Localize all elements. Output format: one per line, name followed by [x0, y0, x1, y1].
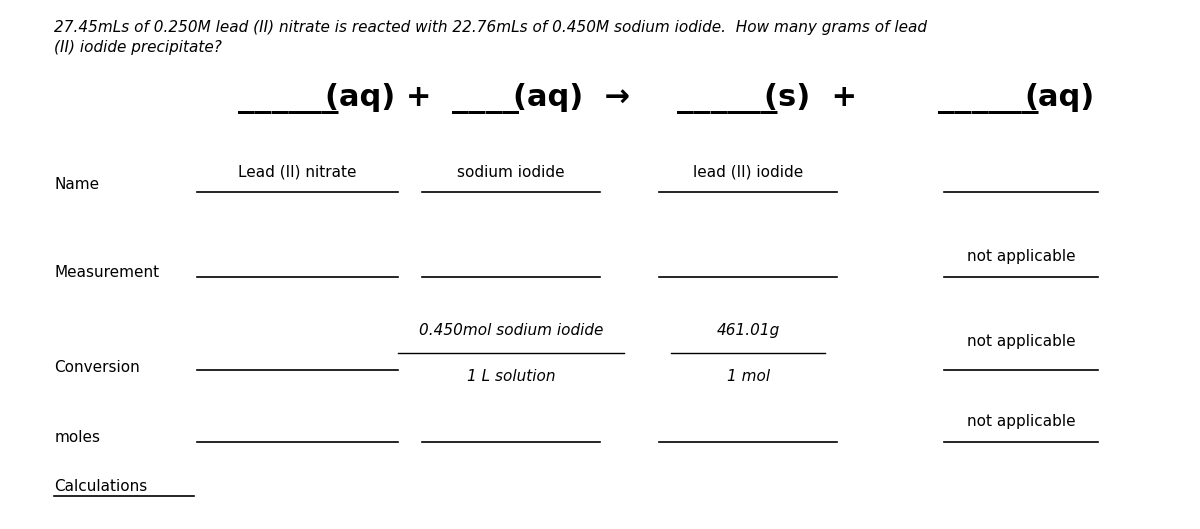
Text: ____: ____ [451, 80, 518, 114]
Text: not applicable: not applicable [967, 414, 1075, 430]
Text: Name: Name [54, 177, 100, 192]
Text: Conversion: Conversion [54, 360, 140, 375]
Text: not applicable: not applicable [967, 250, 1075, 264]
Text: (s)  +: (s) + [763, 83, 857, 112]
Text: moles: moles [54, 430, 101, 444]
Text: (aq)  →: (aq) → [514, 83, 630, 112]
Text: (aq): (aq) [1025, 83, 1094, 112]
Text: sodium iodide: sodium iodide [457, 165, 565, 179]
Text: Calculations: Calculations [54, 479, 148, 494]
Text: 0.450mol sodium iodide: 0.450mol sodium iodide [419, 323, 604, 338]
Text: ______: ______ [938, 80, 1038, 114]
Text: (aq) +: (aq) + [325, 83, 431, 112]
Text: Measurement: Measurement [54, 264, 160, 280]
Text: lead (II) iodide: lead (II) iodide [694, 165, 803, 179]
Text: ______: ______ [239, 80, 338, 114]
Text: (II) iodide precipitate?: (II) iodide precipitate? [54, 40, 222, 56]
Text: ______: ______ [677, 80, 778, 114]
Text: 27.45mLs of 0.250M lead (II) nitrate is reacted with 22.76mLs of 0.450M sodium i: 27.45mLs of 0.250M lead (II) nitrate is … [54, 20, 928, 35]
Text: 1 L solution: 1 L solution [467, 369, 556, 384]
Text: 461.01g: 461.01g [716, 323, 780, 338]
Text: Lead (II) nitrate: Lead (II) nitrate [239, 165, 356, 179]
Text: not applicable: not applicable [967, 334, 1075, 350]
Text: 1 mol: 1 mol [727, 369, 770, 384]
